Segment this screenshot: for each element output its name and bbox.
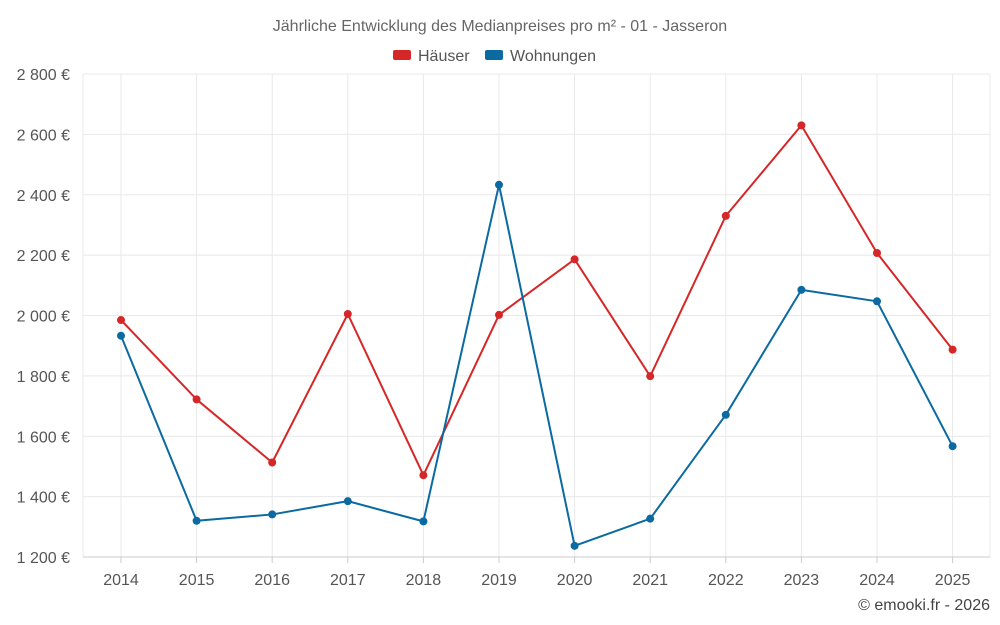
data-point-wohnungen[interactable] [268,510,277,519]
y-tick-label: 1 800 € [17,369,70,386]
data-point-haeuser[interactable] [646,372,655,381]
data-point-haeuser[interactable] [495,310,503,319]
y-tick-label: 1 600 € [17,429,70,446]
x-tick-label: 2022 [708,572,744,589]
legend-label-wohnungen: Wohnungen [510,48,596,65]
x-tick-label: 2021 [632,572,668,589]
legend-item-haeuser[interactable]: Häuser [393,48,470,65]
data-point-wohnungen[interactable] [117,331,125,340]
legend-item-wohnungen[interactable]: Wohnungen [485,48,596,65]
y-tick-label: 2 000 € [17,309,70,326]
data-point-wohnungen[interactable] [419,517,428,526]
data-point-haeuser[interactable] [343,309,352,318]
data-point-wohnungen[interactable] [797,285,806,294]
x-tick-label: 2020 [557,572,593,589]
data-point-haeuser[interactable] [570,255,579,264]
data-point-wohnungen[interactable] [721,410,730,419]
data-point-haeuser[interactable] [192,395,201,404]
data-point-haeuser[interactable] [419,471,428,480]
x-tick-label: 2025 [935,572,971,589]
series [117,121,957,550]
data-point-haeuser[interactable] [117,316,125,325]
x-tick-label: 2016 [254,572,290,589]
y-tick-label: 2 400 € [17,188,70,205]
data-point-haeuser[interactable] [948,345,957,354]
legend: Häuser Wohnungen [393,48,596,65]
y-tick-label: 2 200 € [17,248,70,265]
x-tick-label: 2024 [859,572,895,589]
y-tick-label: 2 600 € [17,127,70,144]
grid [82,73,991,563]
data-point-wohnungen[interactable] [646,514,655,523]
x-tick-label: 2014 [103,572,139,589]
y-tick-label: 1 200 € [17,550,70,567]
chart-title: Jährliche Entwicklung des Medianpreises … [273,18,727,35]
series-wohnungen [117,180,957,550]
credit-text: © emooki.fr - 2026 [858,597,990,614]
data-point-wohnungen[interactable] [343,497,352,506]
x-tick-label: 2017 [330,572,366,589]
x-tick-label: 2019 [481,572,517,589]
data-point-wohnungen[interactable] [192,516,201,525]
legend-swatch-wohnungen [485,50,503,60]
series-line-wohnungen [120,183,954,547]
data-point-wohnungen[interactable] [570,541,579,550]
x-tick-label: 2015 [179,572,215,589]
y-tick-label: 2 800 € [17,67,70,84]
x-tick-label: 2023 [784,572,820,589]
series-line-haeuser [120,124,954,477]
data-point-wohnungen[interactable] [495,180,503,189]
series-haeuser [117,121,957,480]
data-point-haeuser[interactable] [797,121,806,130]
data-point-wohnungen[interactable] [948,442,957,451]
legend-swatch-haeuser [393,50,411,60]
x-tick-labels: 2014 2015 2016 2017 2018 2019 2020 2021 2022 2023… [103,572,970,589]
y-tick-label: 1 400 € [17,490,70,507]
legend-label-haeuser: Häuser [418,48,470,65]
y-tick-labels: 1 200 € 1 400 € 1 600 € 1 800 € 2 000 € 2 200… [17,67,70,567]
data-point-haeuser[interactable] [721,211,730,220]
data-point-haeuser[interactable] [873,249,881,258]
data-point-haeuser[interactable] [268,458,277,467]
data-point-wohnungen[interactable] [873,297,881,306]
x-tick-label: 2018 [406,572,442,589]
